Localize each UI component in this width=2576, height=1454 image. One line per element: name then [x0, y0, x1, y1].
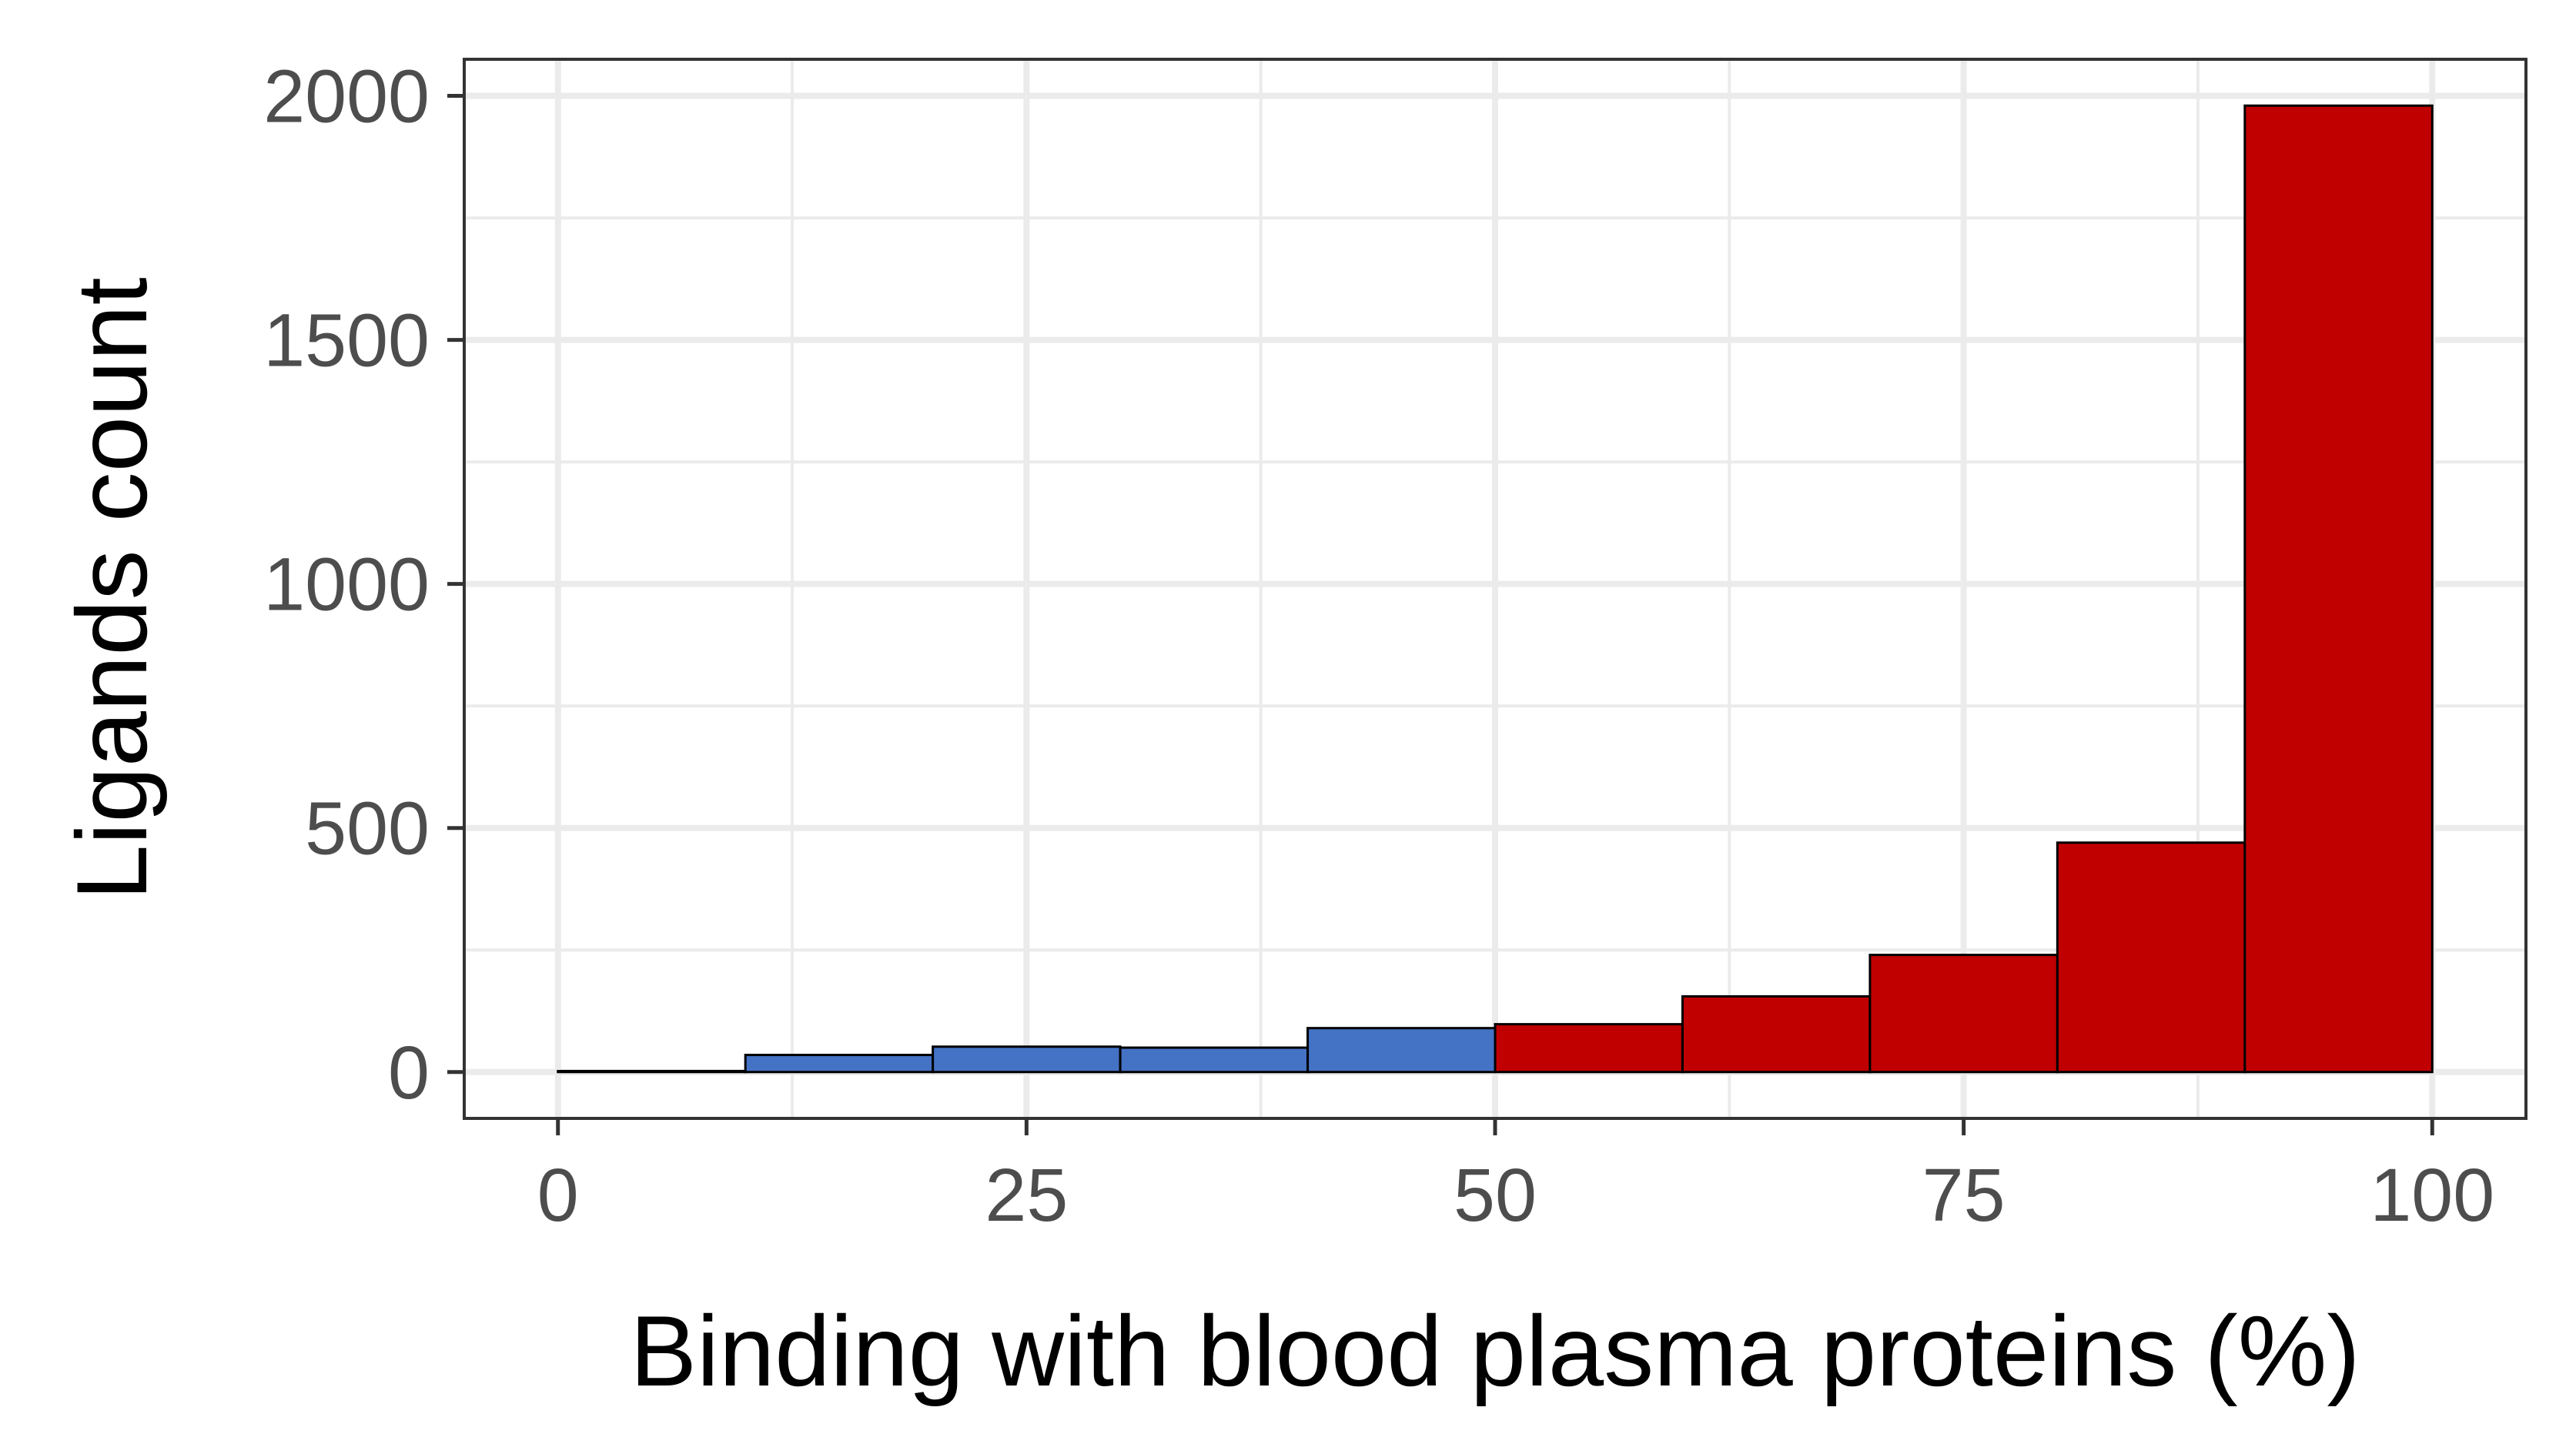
histogram-bar	[932, 1045, 1122, 1074]
x-tick-label: 100	[2370, 1153, 2494, 1237]
histogram-bar	[1868, 954, 2059, 1074]
y-tick-label: 500	[305, 787, 430, 871]
x-tick-label: 25	[985, 1153, 1068, 1237]
histogram-bar	[1119, 1046, 1310, 1074]
y-tick-label: 0	[388, 1031, 430, 1115]
y-axis-title: Ligands count	[55, 277, 168, 901]
x-tick-label: 75	[1922, 1153, 2006, 1237]
histogram-bar	[744, 1054, 935, 1074]
x-tick-label: 0	[537, 1153, 579, 1237]
y-tick-label: 1500	[263, 299, 430, 383]
histogram-bar	[2056, 841, 2246, 1074]
y-tick-label: 1000	[263, 543, 430, 627]
x-tick-label: 50	[1454, 1153, 1537, 1237]
histogram-bar	[1306, 1027, 1497, 1074]
y-tick-label: 2000	[263, 55, 430, 139]
histogram-bar	[1494, 1023, 1684, 1074]
histogram-bar	[2243, 104, 2434, 1074]
histogram-bar	[1681, 994, 1872, 1074]
histogram-bars	[557, 104, 2434, 1074]
x-axis-title: Binding with blood plasma proteins (%)	[630, 1295, 2360, 1407]
